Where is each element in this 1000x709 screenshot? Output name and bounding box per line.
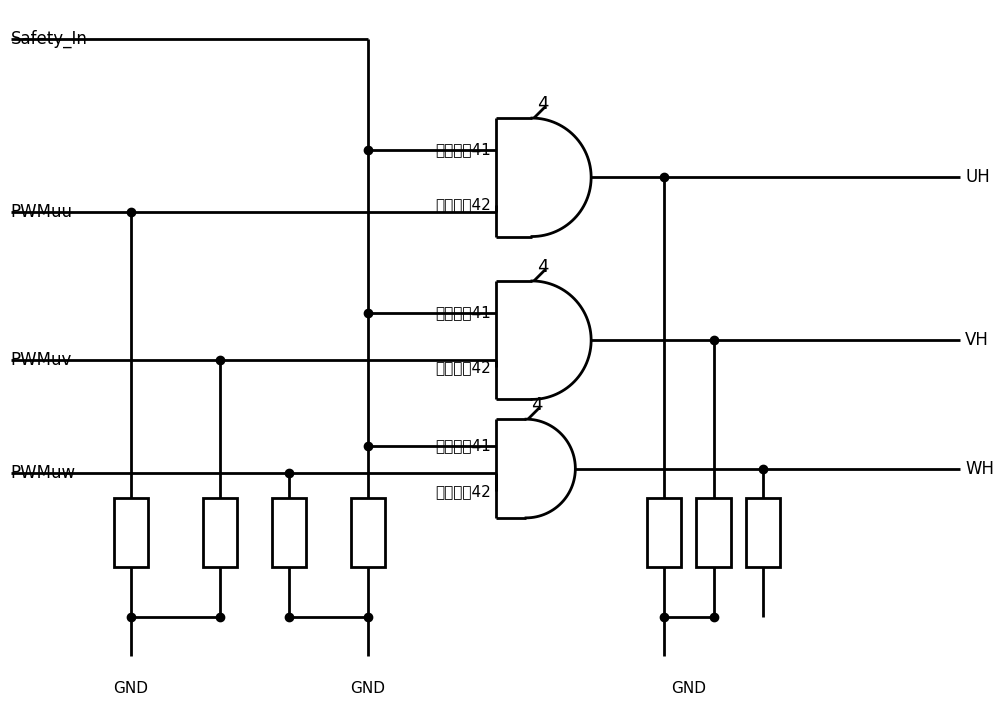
Text: 4: 4 <box>537 95 548 113</box>
Text: UH: UH <box>965 168 990 186</box>
Text: GND: GND <box>114 681 149 696</box>
Text: PWMuw: PWMuw <box>11 464 76 482</box>
Text: 输入端子41: 输入端子41 <box>436 438 491 453</box>
Text: PWMuu: PWMuu <box>11 203 73 220</box>
Text: 输入端子42: 输入端子42 <box>436 484 491 498</box>
Text: 输入端子41: 输入端子41 <box>436 306 491 320</box>
Text: 4: 4 <box>537 258 548 276</box>
Bar <box>696 498 731 567</box>
Text: 输入端子41: 输入端子41 <box>436 143 491 157</box>
Text: 4: 4 <box>531 396 542 414</box>
Bar <box>203 498 237 567</box>
Text: PWMuv: PWMuv <box>11 351 72 369</box>
Text: 输入端子42: 输入端子42 <box>436 360 491 375</box>
Text: Safety_In: Safety_In <box>11 30 88 48</box>
Text: 输入端子42: 输入端子42 <box>436 197 491 212</box>
Bar <box>114 498 148 567</box>
Text: GND: GND <box>351 681 386 696</box>
Bar <box>746 498 780 567</box>
Bar <box>351 498 385 567</box>
Text: GND: GND <box>671 681 706 696</box>
Text: WH: WH <box>965 459 994 478</box>
Text: VH: VH <box>965 331 989 350</box>
Bar <box>272 498 306 567</box>
Bar <box>647 498 681 567</box>
